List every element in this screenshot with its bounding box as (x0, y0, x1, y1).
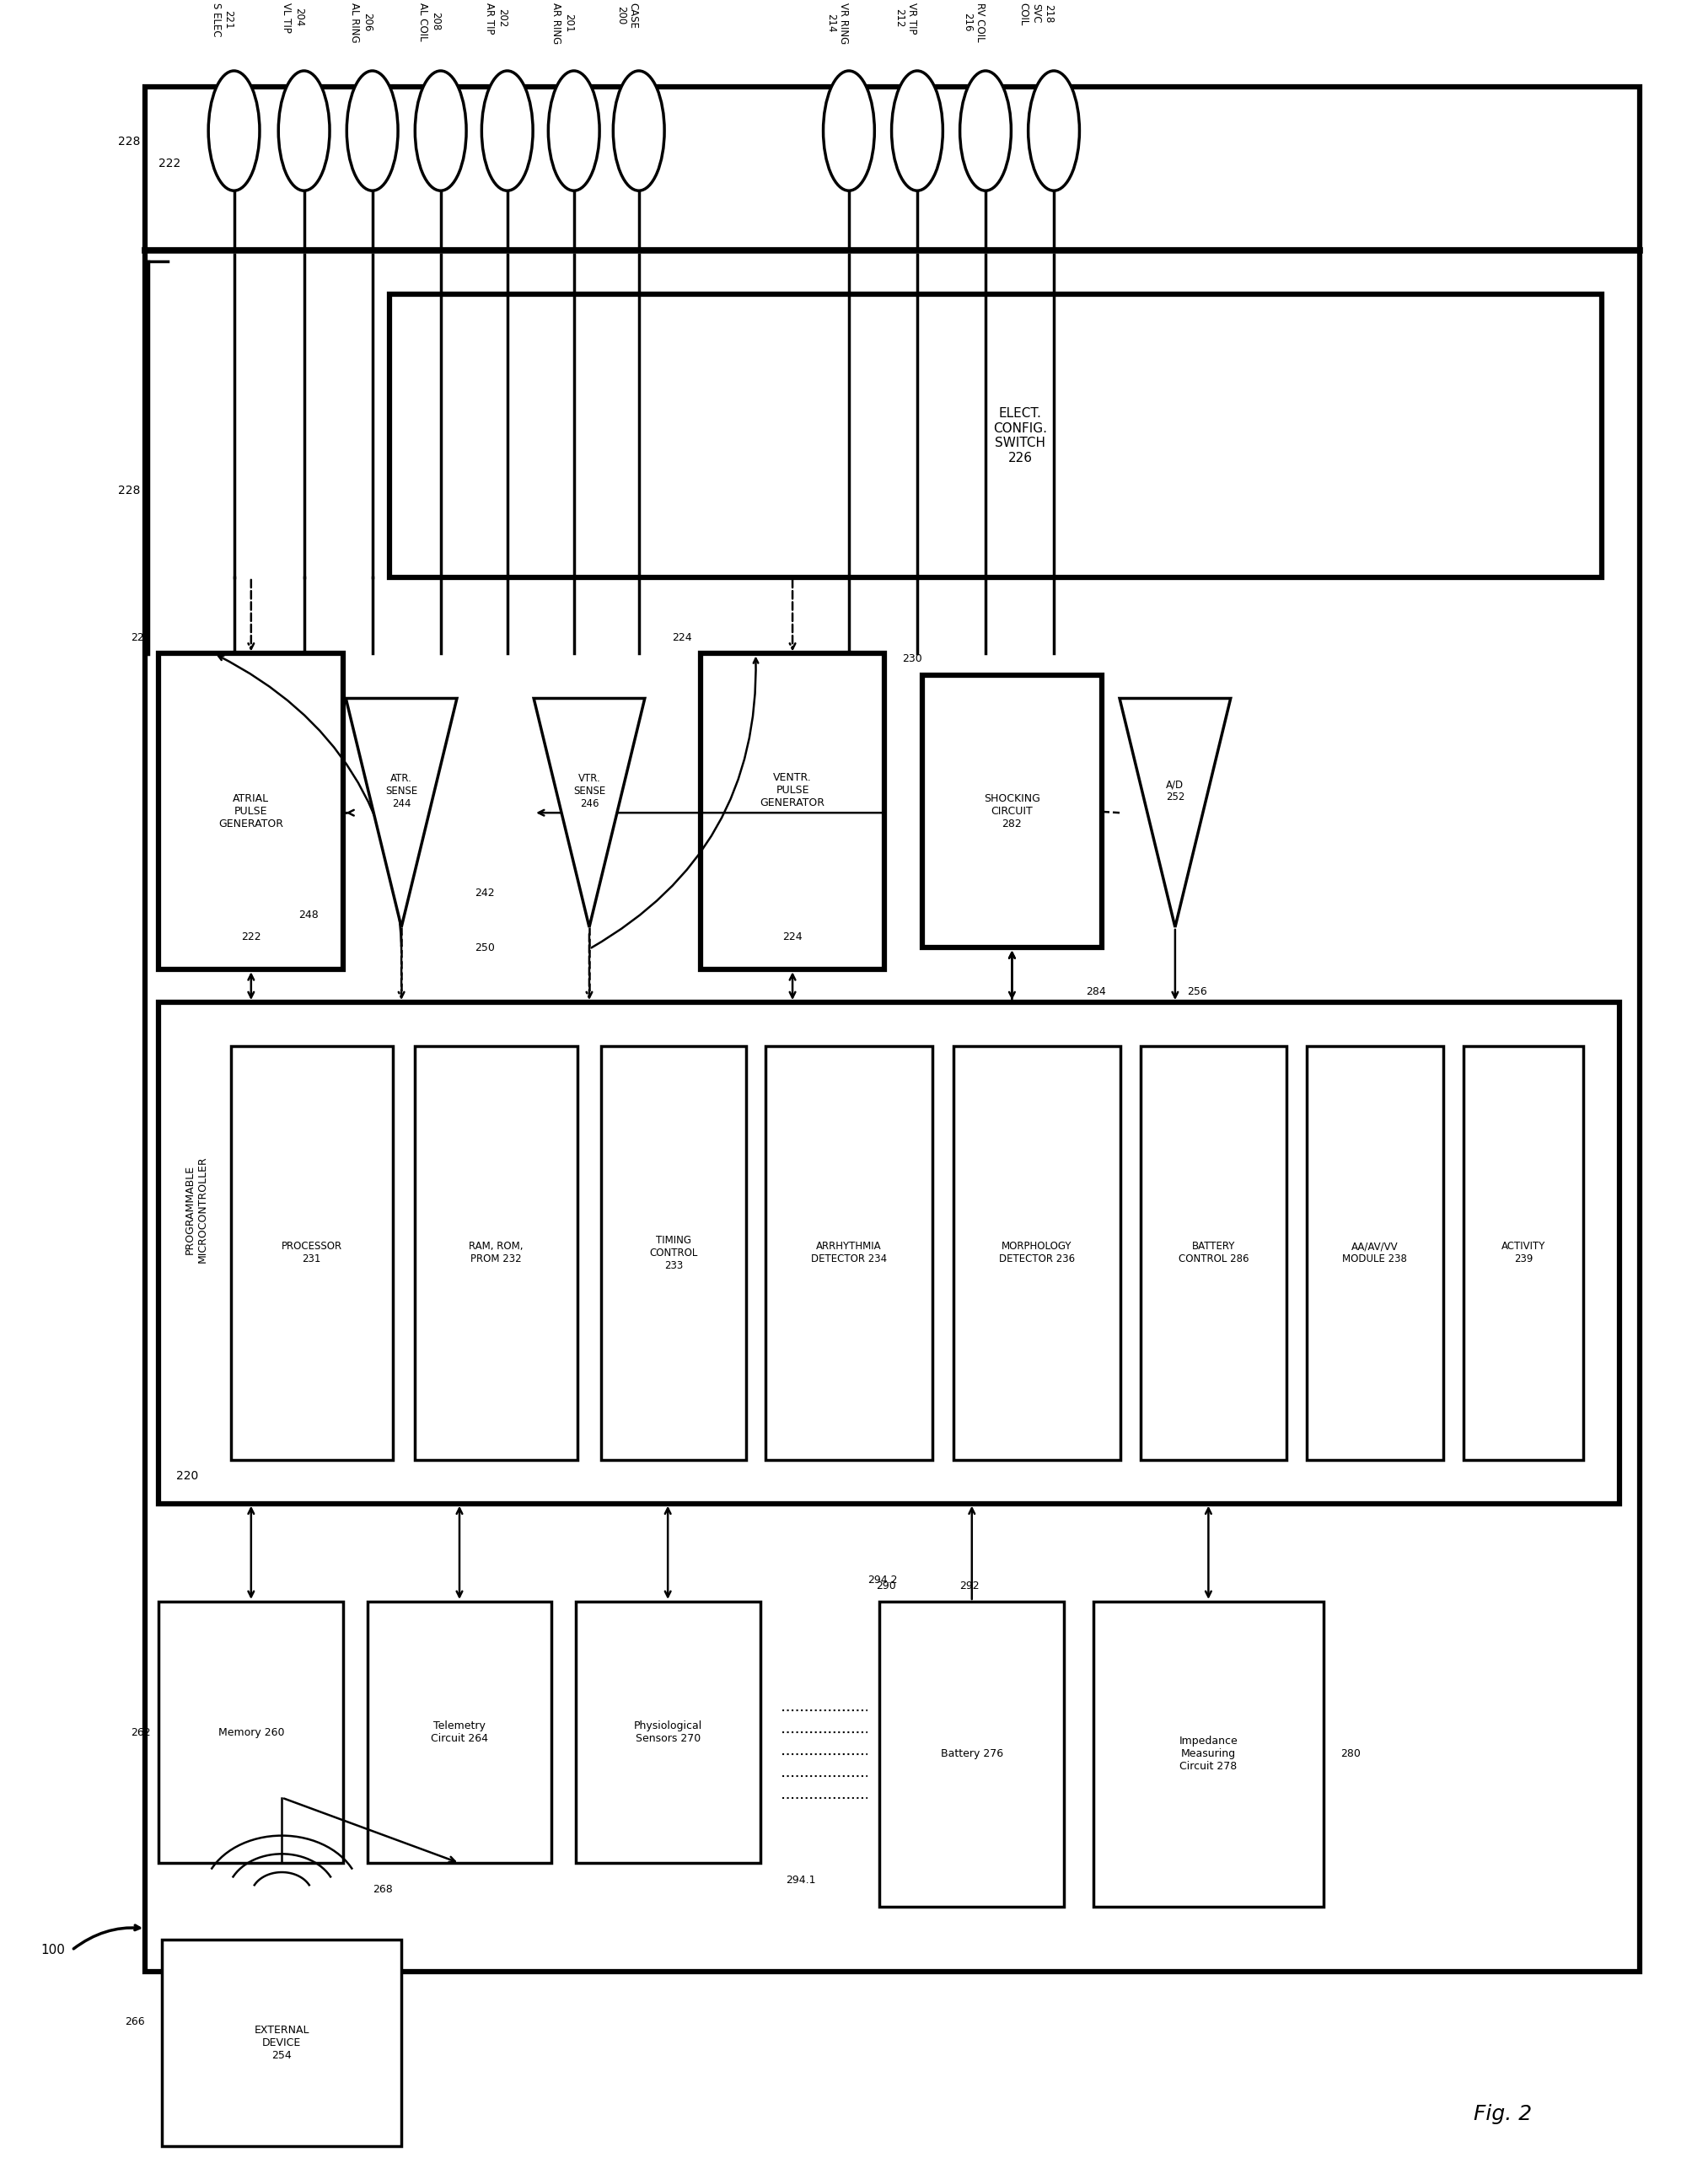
Text: ACTIVITY
239: ACTIVITY 239 (1501, 1242, 1546, 1264)
Polygon shape (1119, 697, 1230, 928)
Polygon shape (345, 697, 456, 928)
Ellipse shape (892, 72, 943, 192)
Text: 224: 224 (782, 930, 803, 944)
Text: 224: 224 (671, 632, 692, 643)
Text: Impedance
Measuring
Circuit 278: Impedance Measuring Circuit 278 (1179, 1737, 1238, 1772)
Text: 294.2: 294.2 (868, 1573, 898, 1586)
Text: 221
S ELEC: 221 S ELEC (210, 2, 234, 37)
Text: 228: 228 (118, 484, 140, 497)
Text: VTR.
SENSE
246: VTR. SENSE 246 (574, 774, 605, 808)
Bar (601, 1046, 746, 1460)
Ellipse shape (1028, 72, 1079, 192)
Bar (159, 654, 343, 970)
Bar (1093, 1602, 1324, 1907)
Text: ELECT.
CONFIG.
SWITCH
226: ELECT. CONFIG. SWITCH 226 (992, 407, 1047, 464)
Bar (953, 1046, 1120, 1460)
Bar (159, 1602, 343, 1863)
Text: 256: 256 (1187, 985, 1208, 998)
Bar (1464, 1046, 1583, 1460)
Bar (765, 1046, 933, 1460)
Ellipse shape (482, 72, 533, 192)
Ellipse shape (823, 72, 874, 192)
Text: BATTERY
CONTROL 286: BATTERY CONTROL 286 (1179, 1242, 1249, 1264)
Text: AA/AV/VV
MODULE 238: AA/AV/VV MODULE 238 (1342, 1242, 1407, 1264)
Bar (162, 1939, 401, 2146)
Text: 218
SVC
COIL: 218 SVC COIL (1018, 2, 1054, 26)
Text: CASE
200: CASE 200 (615, 2, 639, 28)
Text: 228: 228 (118, 135, 140, 148)
Text: 222: 222 (130, 632, 150, 643)
Text: Battery 276: Battery 276 (941, 1748, 1003, 1761)
Bar (576, 1602, 760, 1863)
Bar (1307, 1046, 1443, 1460)
Text: 222: 222 (159, 157, 181, 170)
Bar (922, 675, 1102, 948)
Ellipse shape (960, 72, 1011, 192)
Text: ARRHYTHMIA
DETECTOR 234: ARRHYTHMIA DETECTOR 234 (811, 1242, 886, 1264)
Ellipse shape (208, 72, 260, 192)
Bar (415, 1046, 577, 1460)
Text: 248: 248 (299, 909, 319, 922)
Bar (159, 1002, 1619, 1504)
Text: PROGRAMMABLE
MICROCONTROLLER: PROGRAMMABLE MICROCONTROLLER (184, 1155, 208, 1264)
Bar (231, 1046, 393, 1460)
Text: 262: 262 (130, 1726, 150, 1739)
Text: PROCESSOR
231: PROCESSOR 231 (282, 1242, 342, 1264)
Text: RAM, ROM,
PROM 232: RAM, ROM, PROM 232 (470, 1242, 523, 1264)
Text: 266: 266 (125, 2016, 145, 2029)
Text: Telemetry
Circuit 264: Telemetry Circuit 264 (430, 1721, 488, 1743)
Text: A/D
252: A/D 252 (1165, 780, 1185, 802)
Text: 290: 290 (876, 1580, 897, 1593)
Ellipse shape (347, 72, 398, 192)
Bar (880, 1602, 1064, 1907)
Text: EXTERNAL
DEVICE
254: EXTERNAL DEVICE 254 (254, 2024, 309, 2061)
Text: 284: 284 (1086, 985, 1107, 998)
Text: VENTR.
PULSE
GENERATOR: VENTR. PULSE GENERATOR (760, 771, 825, 808)
Text: VR TIP
212: VR TIP 212 (893, 2, 917, 35)
Text: 294.1: 294.1 (786, 1874, 816, 1887)
Text: 204
VL TIP: 204 VL TIP (280, 2, 304, 33)
Ellipse shape (415, 72, 466, 192)
Text: 280: 280 (1341, 1748, 1361, 1761)
Text: 201
AR RING: 201 AR RING (550, 2, 574, 44)
Text: RV COIL
216: RV COIL 216 (962, 2, 986, 41)
Text: SHOCKING
CIRCUIT
282: SHOCKING CIRCUIT 282 (984, 793, 1040, 830)
Text: VR RING
214: VR RING 214 (825, 2, 849, 44)
Text: 220: 220 (176, 1471, 198, 1482)
Text: Memory 260: Memory 260 (219, 1726, 284, 1739)
Text: 206
AL RING: 206 AL RING (348, 2, 372, 41)
Bar (700, 654, 885, 970)
Text: 230: 230 (902, 654, 922, 665)
Text: 268: 268 (372, 1883, 393, 1896)
Text: MORPHOLOGY
DETECTOR 236: MORPHOLOGY DETECTOR 236 (999, 1242, 1074, 1264)
Bar (1141, 1046, 1286, 1460)
Text: ATRIAL
PULSE
GENERATOR: ATRIAL PULSE GENERATOR (219, 793, 284, 830)
Text: 242: 242 (475, 887, 495, 900)
Text: 222: 222 (241, 930, 261, 944)
Text: ATR.
SENSE
244: ATR. SENSE 244 (386, 774, 417, 808)
Bar (389, 294, 1602, 577)
Bar (145, 87, 1640, 1972)
Ellipse shape (613, 72, 664, 192)
Text: 250: 250 (475, 941, 495, 954)
Bar (367, 1602, 552, 1863)
Text: 208
AL COIL: 208 AL COIL (417, 2, 441, 41)
Text: Physiological
Sensors 270: Physiological Sensors 270 (634, 1721, 702, 1743)
Text: TIMING
CONTROL
233: TIMING CONTROL 233 (649, 1235, 699, 1270)
Polygon shape (533, 697, 644, 928)
Ellipse shape (548, 72, 600, 192)
Text: Fig. 2: Fig. 2 (1474, 2105, 1532, 2125)
Text: 100: 100 (41, 1944, 65, 1957)
Text: 292: 292 (960, 1580, 980, 1593)
Ellipse shape (278, 72, 330, 192)
Text: 202
AR TIP: 202 AR TIP (483, 2, 507, 35)
